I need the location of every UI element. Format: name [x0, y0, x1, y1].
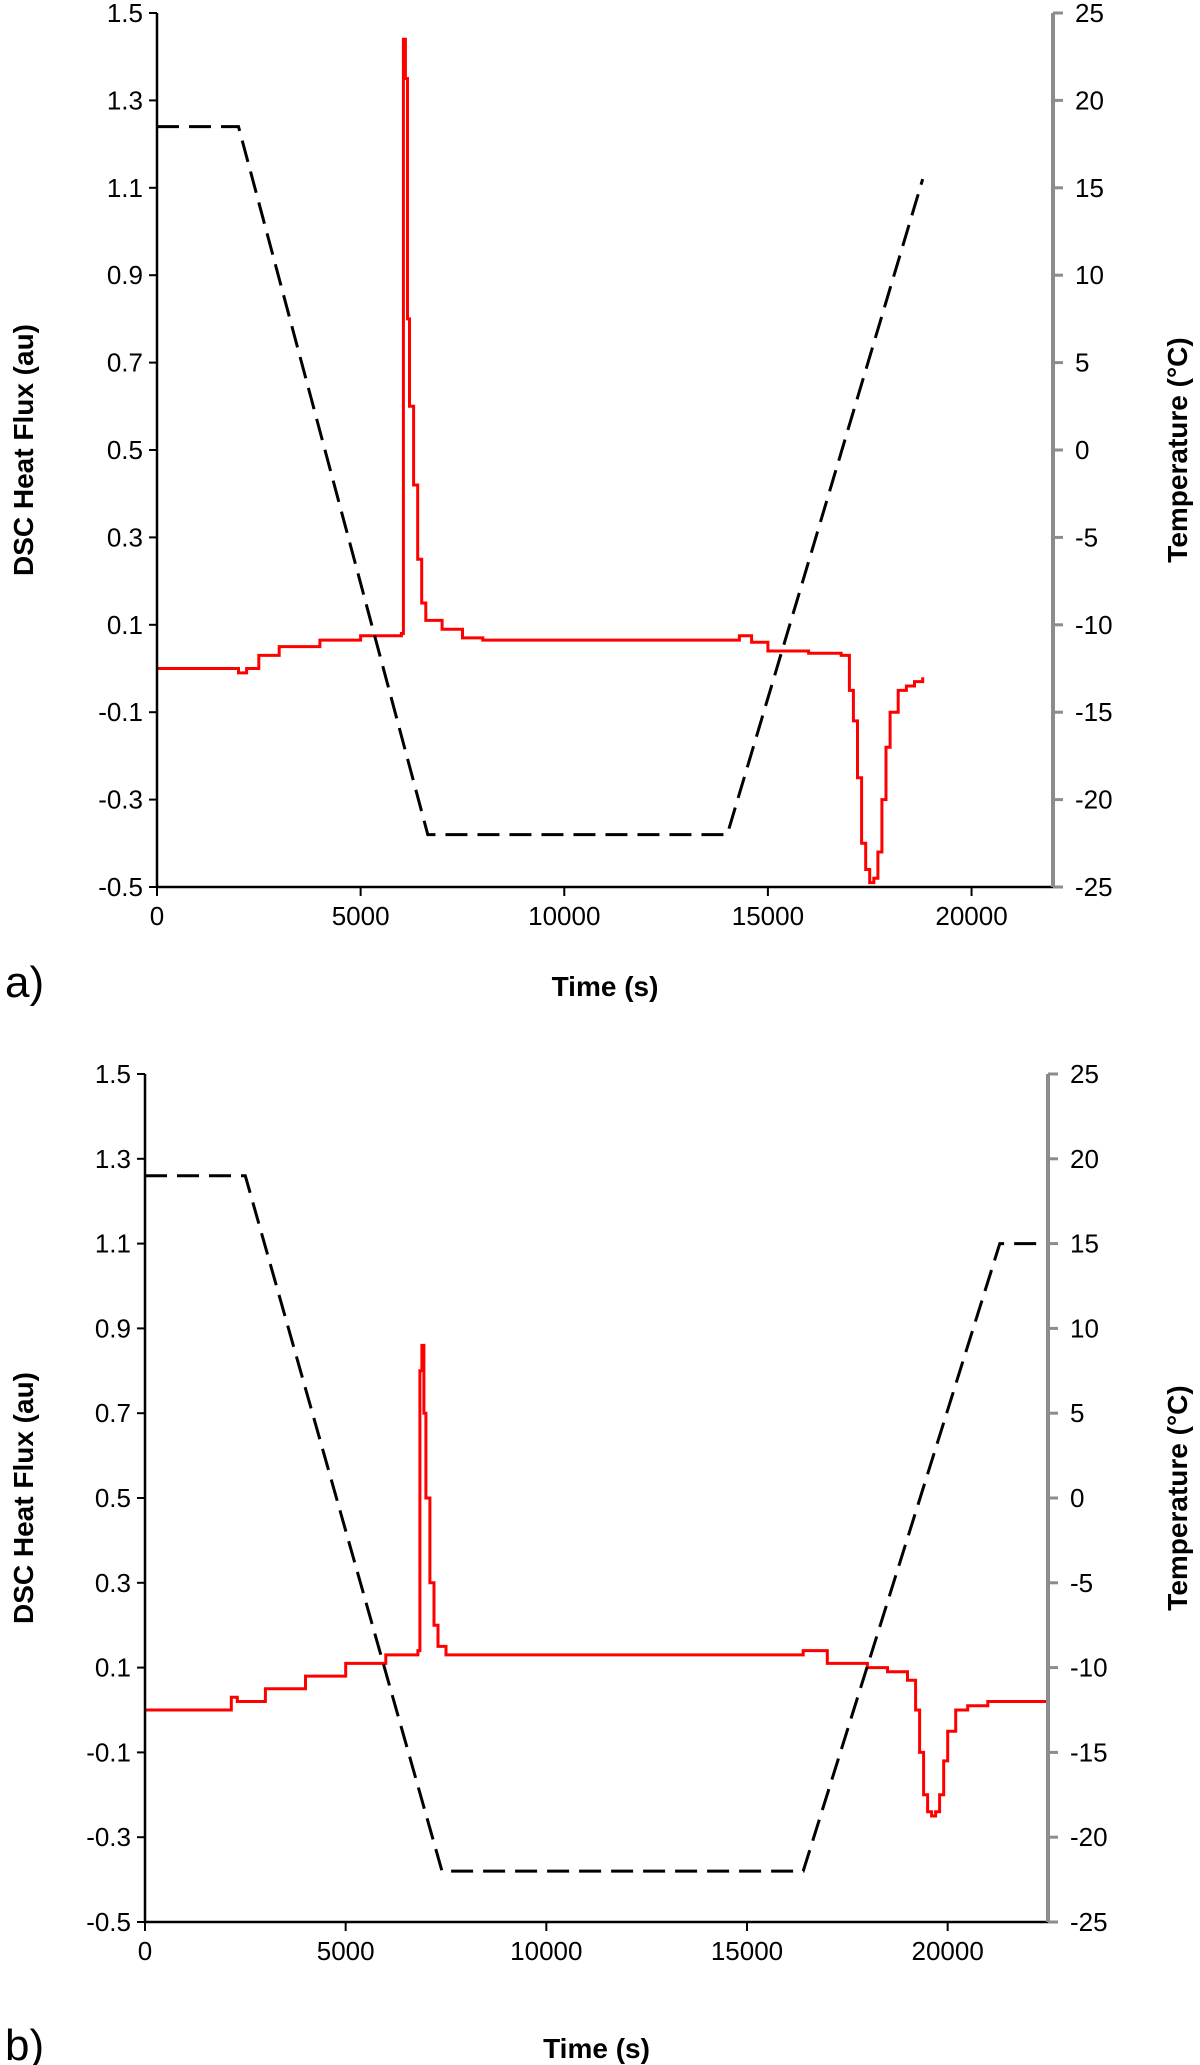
- left-y-tick-label: 0.9: [107, 260, 143, 290]
- x-tick-label: 15000: [711, 1936, 783, 1966]
- left-y-axis-title: DSC Heat Flux (au): [8, 324, 39, 576]
- temperature-series-line: [157, 125, 925, 837]
- left-y-tick-label: -0.5: [98, 872, 143, 902]
- left-y-tick-label: -0.3: [86, 1822, 131, 1852]
- x-tick-label: 20000: [912, 1936, 984, 1966]
- left-y-tick-label: 1.3: [95, 1144, 131, 1174]
- right-y-tick-label: 20: [1070, 1144, 1099, 1174]
- left-y-tick-label: 0.1: [107, 610, 143, 640]
- right-y-tick-label: 25: [1070, 1059, 1099, 1089]
- x-tick-label: 10000: [528, 901, 600, 931]
- right-y-tick-label: 15: [1075, 173, 1104, 203]
- right-y-tick-label: 15: [1070, 1229, 1099, 1259]
- right-y-tick-label: 10: [1075, 260, 1104, 290]
- right-y-tick-label: -20: [1070, 1822, 1108, 1852]
- x-tick-label: 0: [150, 901, 164, 931]
- left-y-tick-label: 0.5: [107, 435, 143, 465]
- right-y-tick-label: 10: [1070, 1313, 1099, 1343]
- x-tick-label: 0: [138, 1936, 152, 1966]
- left-y-tick-label: 0.7: [107, 348, 143, 378]
- x-tick-label: 5000: [317, 1936, 375, 1966]
- right-y-tick-label: 5: [1070, 1398, 1084, 1428]
- x-axis-title: Time (s): [543, 2033, 650, 2064]
- right-y-axis-title: Temperature (°C): [1162, 1385, 1193, 1610]
- panel-label: a): [5, 958, 44, 1007]
- left-y-tick-label: 1.5: [95, 1059, 131, 1089]
- left-y-tick-label: 1.5: [107, 0, 143, 28]
- x-axis-title: Time (s): [552, 971, 659, 1002]
- right-y-tick-label: -5: [1070, 1568, 1093, 1598]
- right-y-tick-label: 0: [1075, 435, 1089, 465]
- heat-flux-series-line: [157, 37, 925, 885]
- chart-panel-b: 1.5 1.3 1.1 0.9 0.7 0.5 0.3 0.1 -0.1 -0.3 -0.5 25 20…: [5, 1059, 1193, 2065]
- left-y-tick-label: 0.1: [95, 1653, 131, 1683]
- left-y-tick-label: 0.5: [95, 1483, 131, 1513]
- panel-label: b): [5, 2021, 44, 2065]
- left-y-tick-label: -0.1: [98, 697, 143, 727]
- right-y-tick-label: 20: [1075, 85, 1104, 115]
- left-y-tick-label: -0.1: [86, 1737, 131, 1767]
- right-y-tick-label: -5: [1075, 522, 1098, 552]
- x-tick-label: 5000: [332, 901, 390, 931]
- right-y-tick-label: -15: [1075, 697, 1113, 727]
- x-tick-label: 20000: [935, 901, 1007, 931]
- left-y-tick-label: 1.1: [95, 1229, 131, 1259]
- left-y-tick-label: -0.3: [98, 785, 143, 815]
- right-y-tick-label: 25: [1075, 0, 1104, 28]
- right-y-tick-label: -20: [1075, 785, 1113, 815]
- right-y-tick-label: 0: [1070, 1483, 1084, 1513]
- x-tick-label: 10000: [510, 1936, 582, 1966]
- left-y-tick-label: 0.3: [95, 1568, 131, 1598]
- left-y-tick-label: 0.9: [95, 1313, 131, 1343]
- right-y-tick-label: -10: [1070, 1653, 1108, 1683]
- left-y-tick-label: 0.3: [107, 522, 143, 552]
- chart-panel-a: 1.5 1.3 1.1 0.9 0.7 0.5 0.3 0.1 -0.1 -0.3 -0.5 25 20…: [5, 0, 1193, 1007]
- left-y-tick-label: 1.1: [107, 173, 143, 203]
- right-y-tick-label: -25: [1075, 872, 1113, 902]
- left-y-tick-label: -0.5: [86, 1907, 131, 1937]
- right-y-tick-label: 5: [1075, 348, 1089, 378]
- right-y-tick-label: -10: [1075, 610, 1113, 640]
- left-y-axis-title: DSC Heat Flux (au): [8, 1372, 39, 1624]
- left-y-tick-label: 0.7: [95, 1398, 131, 1428]
- right-y-axis-title: Temperature (°C): [1162, 337, 1193, 562]
- temperature-series-line: [145, 1174, 1048, 1873]
- heat-flux-series-line: [145, 1343, 1048, 1818]
- x-tick-label: 15000: [732, 901, 804, 931]
- right-y-tick-label: -15: [1070, 1737, 1108, 1767]
- right-y-tick-label: -25: [1070, 1907, 1108, 1937]
- left-y-tick-label: 1.3: [107, 85, 143, 115]
